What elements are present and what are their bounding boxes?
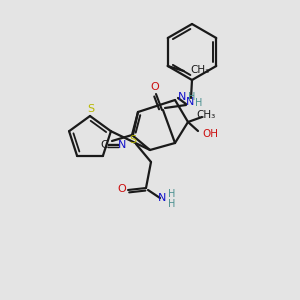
Text: N: N [158, 193, 166, 203]
Text: S: S [129, 135, 137, 145]
Text: CH₃: CH₃ [191, 65, 210, 75]
Text: CH₃: CH₃ [196, 110, 216, 120]
Text: N: N [178, 92, 186, 102]
Text: H: H [168, 199, 176, 209]
Text: O: O [151, 82, 159, 92]
Text: N: N [186, 97, 194, 107]
Text: O: O [118, 184, 126, 194]
Text: H: H [188, 92, 196, 102]
Text: OH: OH [202, 129, 218, 139]
Text: H: H [168, 189, 176, 199]
Text: H: H [195, 98, 203, 108]
Text: S: S [87, 104, 94, 114]
Text: C: C [100, 140, 108, 150]
Text: N: N [118, 140, 126, 150]
